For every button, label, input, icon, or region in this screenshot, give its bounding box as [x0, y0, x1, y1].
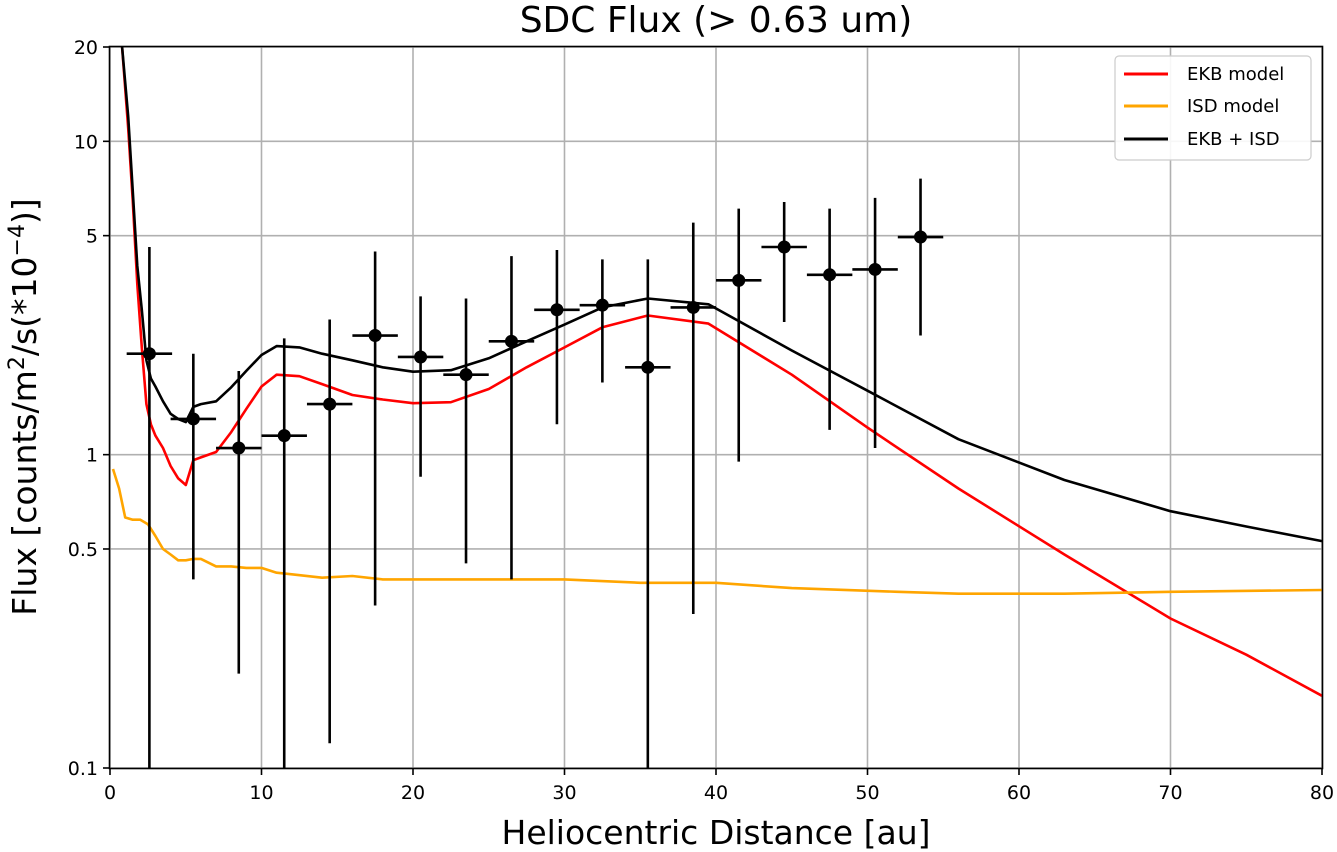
data-point-marker [641, 360, 655, 374]
legend-entry-sum: EKB + ISD [1124, 129, 1280, 150]
data-point-marker [823, 268, 837, 282]
data-point [625, 259, 671, 768]
x-tick-label: 70 [1158, 782, 1182, 804]
legend-label-ekb: EKB model [1187, 64, 1284, 85]
data-point [352, 251, 398, 606]
data-point-marker [550, 303, 564, 317]
series-line-ekb [120, 46, 1323, 697]
legend-entry-ekb: EKB model [1124, 64, 1284, 85]
y-tick-label: 20 [74, 37, 98, 59]
data-point [716, 208, 762, 462]
series-line-ekb-plus-isd [120, 46, 1323, 543]
data-point [670, 222, 716, 615]
axis-ticks: 0 10 20 30 40 50 60 70 80 0.1 0.5 1 5 10 20 [68, 37, 1334, 804]
x-tick-label: 50 [855, 782, 879, 804]
x-tick-label: 80 [1310, 782, 1334, 804]
y-tick-label: 0.1 [68, 758, 98, 780]
data-point [761, 202, 807, 323]
data-point [579, 259, 626, 383]
x-tick-label: 30 [552, 782, 576, 804]
data-point-marker [504, 334, 518, 348]
chart-title: SDC Flux (> 0.63 um) [520, 0, 913, 41]
data-point-marker [186, 412, 200, 426]
data-point [306, 319, 353, 744]
legend-box [1114, 55, 1312, 161]
x-axis-label: Heliocentric Distance [au] [502, 813, 931, 852]
data-point-marker [142, 347, 156, 361]
legend-entry-isd: ISD model [1124, 96, 1279, 117]
data-point-marker [732, 273, 746, 287]
data-point-marker [914, 230, 928, 244]
data-point-marker [368, 329, 382, 343]
x-tick-label: 40 [704, 782, 728, 804]
data-points [126, 178, 944, 768]
data-point-marker [414, 350, 428, 364]
data-point [534, 249, 580, 425]
y-tick-label: 0.5 [68, 539, 98, 561]
data-point [126, 246, 173, 768]
data-point [216, 370, 262, 674]
y-axis-label: Flux [counts/m2/s(*10−4)] [5, 198, 44, 615]
data-point [897, 178, 944, 336]
data-point-marker [459, 368, 473, 382]
data-point-marker [777, 240, 791, 254]
y-tick-label: 10 [74, 131, 98, 153]
x-tick-label: 0 [104, 782, 116, 804]
legend-label-isd: ISD model [1187, 96, 1279, 117]
data-point-marker [232, 441, 246, 455]
x-tick-label: 60 [1007, 782, 1031, 804]
data-point-marker [868, 262, 882, 276]
y-tick-label: 5 [86, 226, 98, 248]
data-point [806, 208, 853, 430]
data-point [488, 256, 535, 580]
y-tick-label: 1 [86, 445, 98, 467]
x-tick-label: 10 [249, 782, 273, 804]
legend-label-sum: EKB + ISD [1187, 129, 1280, 150]
data-point [261, 338, 307, 768]
data-point [443, 298, 489, 564]
legend: EKB model ISD model EKB + ISD [1114, 55, 1312, 161]
data-point-marker [323, 397, 337, 411]
data-point [170, 353, 217, 580]
data-point-marker [686, 300, 700, 314]
data-point-marker [595, 298, 609, 312]
x-tick-label: 20 [401, 782, 425, 804]
data-point [397, 296, 444, 477]
data-point-marker [277, 429, 291, 443]
data-point [852, 197, 898, 449]
